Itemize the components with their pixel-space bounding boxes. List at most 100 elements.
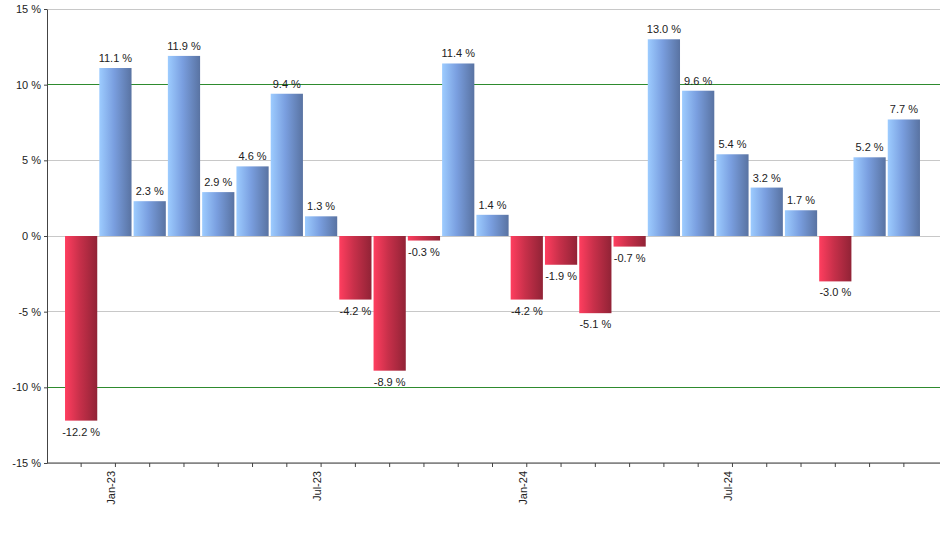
data-label: -1.9 % <box>545 270 577 282</box>
x-tick-mark <box>869 463 870 467</box>
bar <box>236 166 268 236</box>
x-tick-mark <box>766 463 767 467</box>
bars <box>65 39 920 420</box>
x-tick-label: Jan-24 <box>517 471 529 505</box>
x-tick-mark <box>526 463 527 467</box>
y-tick: -15 % <box>12 457 47 469</box>
x-tick-mark <box>149 463 150 467</box>
y-tick-mark <box>44 463 47 464</box>
data-label: 11.4 % <box>442 47 476 59</box>
bar <box>305 216 337 236</box>
data-label: 3.2 % <box>753 172 781 184</box>
grid-line <box>47 311 940 312</box>
x-tick-mark <box>629 463 630 467</box>
data-label: -0.7 % <box>614 252 646 264</box>
y-tick-label: -5 % <box>18 306 41 318</box>
x-tick-mark <box>698 463 699 467</box>
x-tick-mark <box>732 463 733 467</box>
x-tick-label: Jul-24 <box>722 471 734 501</box>
x-tick <box>81 463 82 467</box>
bar <box>716 154 748 236</box>
data-label: 13.0 % <box>647 23 681 35</box>
grid <box>47 9 940 463</box>
bar <box>168 56 200 236</box>
bar <box>65 236 97 421</box>
data-label: -8.9 % <box>374 376 406 388</box>
y-tick-label: -10 % <box>12 381 41 393</box>
data-label: -12.2 % <box>62 426 100 438</box>
x-tick <box>458 463 459 467</box>
bar <box>271 94 303 236</box>
x-tick <box>698 463 699 467</box>
grid-line <box>47 387 940 388</box>
x-tick <box>801 463 802 467</box>
x-tick-mark <box>423 463 424 467</box>
x-tick-mark <box>595 463 596 467</box>
bar <box>99 68 131 236</box>
bar <box>134 201 166 236</box>
bar <box>853 157 885 236</box>
x-tick-label: Jul-23 <box>311 471 323 501</box>
x-tick <box>595 463 596 467</box>
x-tick <box>766 463 767 467</box>
y-tick: -5 % <box>18 306 47 318</box>
y-tick: 5 % <box>22 154 47 166</box>
x-tick-mark <box>492 463 493 467</box>
y-tick-label: 10 % <box>16 79 41 91</box>
y-tick: 10 % <box>16 79 47 91</box>
grid-line <box>47 463 940 464</box>
x-tick <box>663 463 664 467</box>
x-tick <box>561 463 562 467</box>
y-axis: -15 % -10 % -5 % 0 % 5 % 10 % 15 % <box>12 3 47 469</box>
x-tick <box>286 463 287 467</box>
x-tick-mark <box>183 463 184 467</box>
x-tick <box>149 463 150 467</box>
data-label: -4.2 % <box>339 305 371 317</box>
y-tick-label: 0 % <box>22 230 41 242</box>
x-tick <box>835 463 836 467</box>
y-tick: 15 % <box>16 3 47 15</box>
data-label: 1.7 % <box>787 194 815 206</box>
bar <box>682 91 714 236</box>
data-label: -4.2 % <box>511 305 543 317</box>
bar <box>751 188 783 236</box>
x-tick <box>218 463 219 467</box>
x-tick-mark <box>286 463 287 467</box>
bar <box>785 210 817 236</box>
data-label: 1.4 % <box>478 199 506 211</box>
bar <box>888 119 920 236</box>
x-tick-mark <box>801 463 802 467</box>
data-label: 9.6 % <box>684 75 712 87</box>
bar <box>579 236 611 313</box>
bar <box>408 236 440 241</box>
x-tick <box>629 463 630 467</box>
data-labels: -12.2 %11.1 %2.3 %11.9 %2.9 %4.6 %9.4 %1… <box>62 23 918 437</box>
y-tick-label: 15 % <box>16 3 41 15</box>
y-tick-mark <box>44 312 47 313</box>
x-tick <box>492 463 493 467</box>
bar <box>339 236 371 300</box>
x-tick <box>389 463 390 467</box>
data-label: 2.9 % <box>204 176 232 188</box>
y-tick-label: 5 % <box>22 154 41 166</box>
x-tick <box>423 463 424 467</box>
y-tick-mark <box>44 9 47 10</box>
x-tick <box>252 463 253 467</box>
data-label: 5.2 % <box>856 141 884 153</box>
y-tick-mark <box>44 160 47 161</box>
bar <box>511 236 543 300</box>
y-tick-mark <box>44 85 47 86</box>
grid-line <box>47 9 940 10</box>
x-tick-mark <box>458 463 459 467</box>
x-tick-mark <box>252 463 253 467</box>
data-label: 2.3 % <box>136 185 164 197</box>
x-tick <box>903 463 904 467</box>
bar <box>648 39 680 236</box>
data-label: 1.3 % <box>307 200 335 212</box>
bar <box>819 236 851 281</box>
bar <box>476 215 508 236</box>
x-tick-mark <box>663 463 664 467</box>
x-tick-mark <box>81 463 82 467</box>
data-label: -0.3 % <box>408 246 440 258</box>
x-tick-mark <box>389 463 390 467</box>
